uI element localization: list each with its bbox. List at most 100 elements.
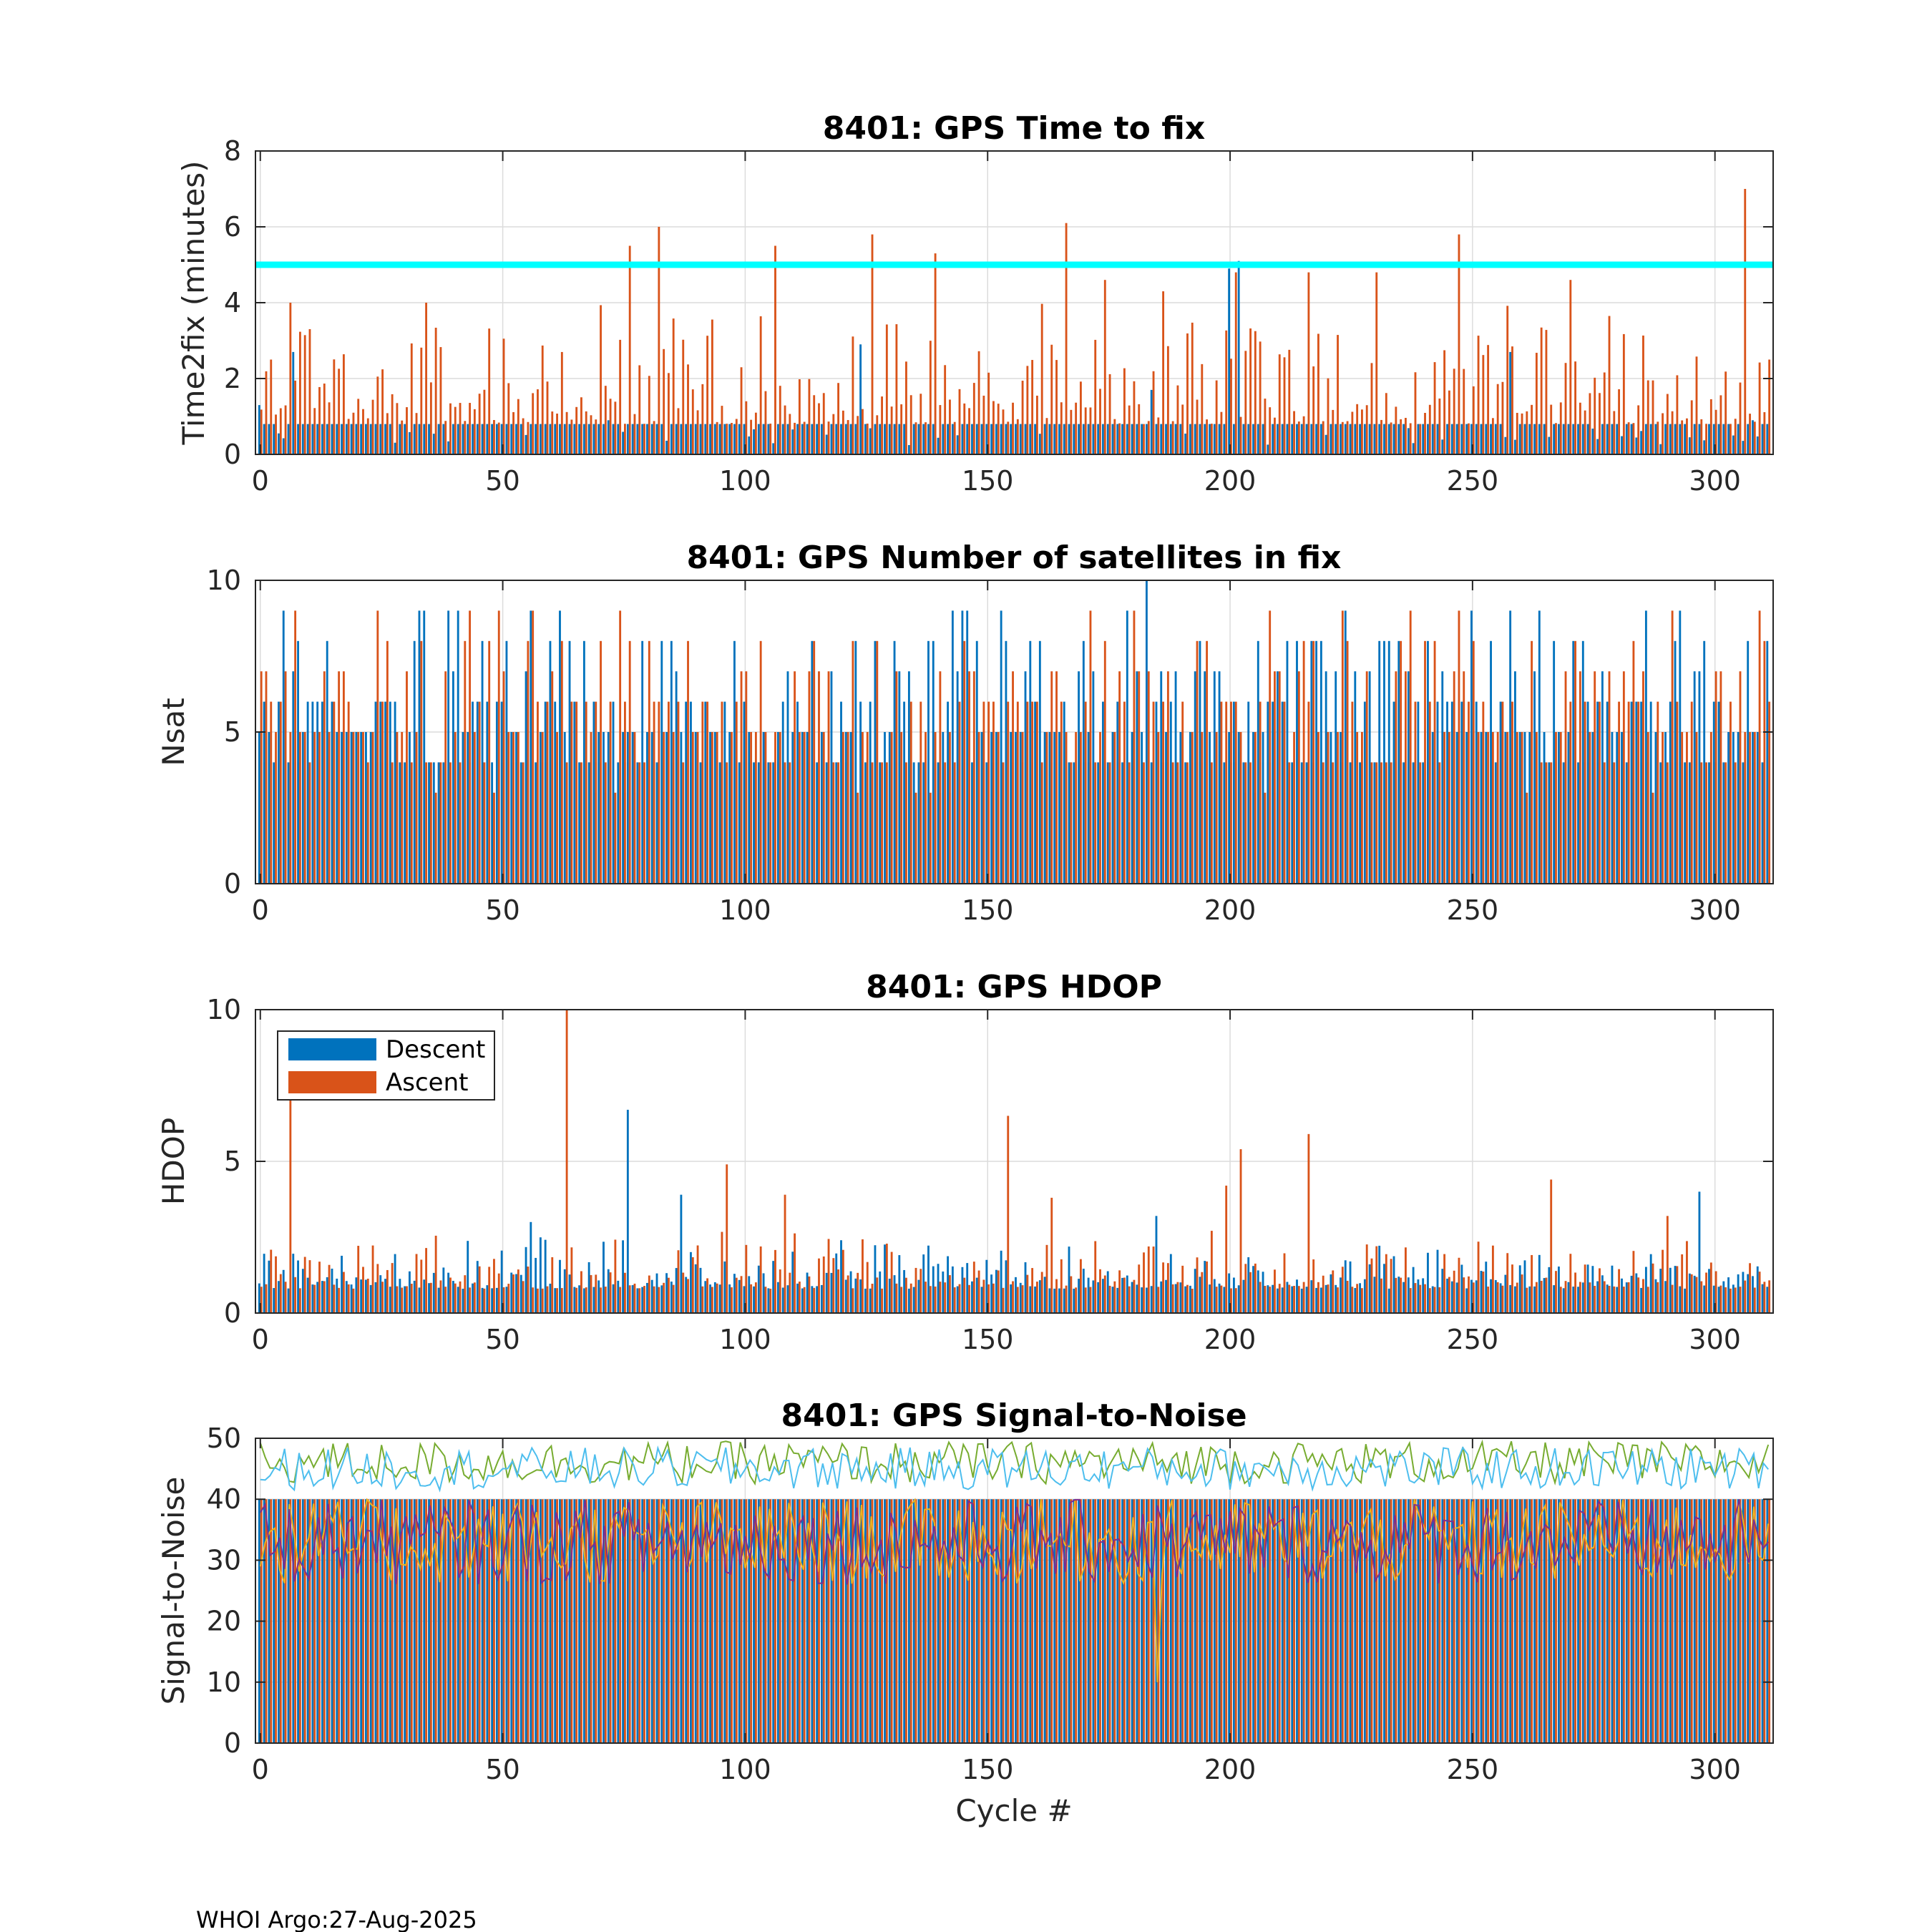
descent-bar <box>738 762 741 884</box>
descent-bar <box>1174 424 1177 454</box>
ascent-bar <box>1186 1499 1189 1743</box>
ascent-bar <box>949 732 951 884</box>
descent-bar <box>1528 1286 1531 1313</box>
ascent-bar <box>1075 1287 1078 1313</box>
descent-bar <box>1252 732 1254 884</box>
ascent-bar <box>1739 382 1742 454</box>
descent-bar <box>394 701 396 884</box>
descent-bar <box>1737 424 1740 454</box>
ascent-bar <box>1113 1499 1116 1743</box>
ascent-bar <box>1662 413 1664 454</box>
descent-bar <box>830 671 833 884</box>
descent-bar <box>1387 1288 1390 1313</box>
descent-bar <box>1640 1287 1643 1313</box>
ascent-bar <box>279 1274 282 1313</box>
ascent-bar <box>439 1499 442 1743</box>
descent-bar <box>612 424 615 454</box>
ascent-bar <box>1045 1244 1048 1313</box>
descent-bar <box>791 732 794 884</box>
descent-bar <box>1199 1499 1201 1743</box>
ascent-bar <box>1599 393 1601 454</box>
ascent-bar <box>1191 732 1194 884</box>
descent-bar <box>1213 671 1216 884</box>
ascent-bar <box>1143 1499 1145 1743</box>
descent-bar <box>1160 1281 1163 1313</box>
ascent-bar <box>1428 1499 1431 1743</box>
descent-bar <box>1742 1272 1745 1313</box>
ascent-bar <box>415 1254 418 1313</box>
ascent-bar <box>1448 1499 1450 1743</box>
descent-bar <box>1422 1499 1425 1743</box>
descent-bar <box>961 1499 964 1743</box>
descent-bar <box>369 732 372 884</box>
descent-bar <box>1160 424 1163 454</box>
ascent-bar <box>585 411 587 454</box>
ascent-bar <box>1312 366 1315 454</box>
descent-bar <box>680 424 683 454</box>
descent-bar <box>990 1499 993 1743</box>
ascent-bar <box>1594 1499 1596 1743</box>
ascent-bar <box>575 1499 578 1743</box>
descent-bar <box>1209 1499 1211 1743</box>
ascent-bar <box>1171 1499 1174 1743</box>
ascent-bar <box>1608 671 1611 884</box>
ascent-bar <box>992 401 995 454</box>
ascent-bar <box>949 399 951 454</box>
descent-bar <box>1688 1273 1691 1313</box>
descent-bar <box>423 1279 426 1313</box>
descent-bar <box>777 1282 779 1313</box>
descent-bar <box>467 424 469 454</box>
ascent-bar <box>1249 328 1252 454</box>
descent-bar <box>1417 701 1420 884</box>
descent-bar <box>1504 1274 1507 1313</box>
ascent-bar <box>731 423 733 454</box>
descent-bar <box>966 424 969 454</box>
descent-bar <box>1654 424 1657 454</box>
descent-bar <box>796 1499 799 1743</box>
descent-bar <box>1654 1279 1657 1313</box>
ascent-bar <box>362 732 364 884</box>
descent-bar <box>1712 1285 1715 1313</box>
descent-bar <box>1165 732 1167 884</box>
ascent-bar <box>1749 414 1751 454</box>
descent-bar <box>467 1499 469 1743</box>
ascent-bar <box>784 1194 786 1313</box>
ascent-bar <box>1763 1282 1766 1313</box>
descent-bar <box>505 640 508 884</box>
descent-bar <box>1165 424 1167 454</box>
descent-bar <box>1247 424 1250 454</box>
descent-bar <box>1029 1499 1032 1743</box>
ascent-bar <box>1128 1286 1131 1313</box>
descent-bar <box>675 1499 678 1743</box>
ascent-bar <box>784 405 786 454</box>
ascent-bar <box>1026 1499 1029 1743</box>
legend-ascent-swatch <box>288 1071 376 1093</box>
descent-bar <box>408 732 411 884</box>
ascent-bar <box>342 671 345 884</box>
ascent-bar <box>357 732 360 884</box>
ascent-bar <box>439 347 442 454</box>
descent-bar <box>869 428 872 454</box>
descent-bar <box>816 424 819 454</box>
descent-bar <box>1717 424 1720 454</box>
ascent-bar <box>803 1287 806 1313</box>
descent-bar <box>1606 424 1609 454</box>
descent-bar <box>1664 1499 1667 1743</box>
ascent-bar <box>939 1282 942 1313</box>
ascent-bar <box>1589 1499 1591 1743</box>
ascent-bar <box>381 1282 384 1313</box>
ascent-bar <box>837 762 840 884</box>
descent-bar <box>1106 762 1109 884</box>
descent-bar <box>1436 1249 1439 1313</box>
descent-bar <box>447 1499 450 1743</box>
ascent-bar <box>1201 364 1204 454</box>
ascent-bar <box>1040 762 1043 884</box>
legend-descent-swatch <box>288 1038 376 1060</box>
descent-bar <box>287 1288 290 1313</box>
ascent-bar <box>1734 1499 1737 1743</box>
ascent-bar <box>682 1272 685 1313</box>
ascent-bar <box>1714 671 1717 884</box>
descent-bar <box>781 1499 784 1743</box>
descent-bar <box>1300 424 1303 454</box>
descent-bar <box>849 424 852 454</box>
